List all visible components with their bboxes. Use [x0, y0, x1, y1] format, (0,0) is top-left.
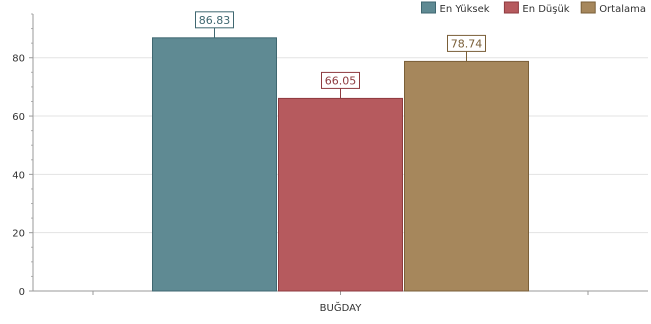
y-tick-label: 80	[12, 54, 25, 65]
legend-swatch	[580, 1, 596, 14]
bar	[152, 37, 277, 292]
data-label: 66.05	[325, 74, 357, 87]
data-label: 78.74	[451, 37, 483, 50]
y-tick-label: 20	[12, 229, 25, 240]
legend-label: En Yüksek	[440, 4, 490, 15]
legend-item: Ortalama	[580, 1, 646, 15]
legend-item: En Yüksek	[421, 1, 490, 15]
x-tick-label: BUĞDAY	[320, 301, 363, 314]
y-tick-label: 0	[19, 287, 25, 298]
legend-label: Ortalama	[599, 4, 646, 15]
data-label: 86.83	[199, 14, 231, 27]
legend-item: En Düşük	[503, 1, 570, 15]
bars	[152, 37, 529, 292]
data-label-box	[195, 11, 234, 29]
bar	[404, 60, 529, 292]
bar	[278, 97, 403, 292]
y-tick-label: 40	[12, 170, 25, 181]
data-labels: 86.83 66.05 78.74	[195, 11, 486, 99]
y-tick-label: 60	[12, 112, 25, 123]
legend-swatch	[421, 1, 436, 14]
legend: En Yüksek En Düşük Ortalama	[421, 1, 646, 15]
legend-label: En Düşük	[522, 4, 569, 15]
data-label-box	[447, 34, 486, 52]
legend-swatch	[503, 1, 519, 14]
data-label-box	[321, 71, 360, 89]
